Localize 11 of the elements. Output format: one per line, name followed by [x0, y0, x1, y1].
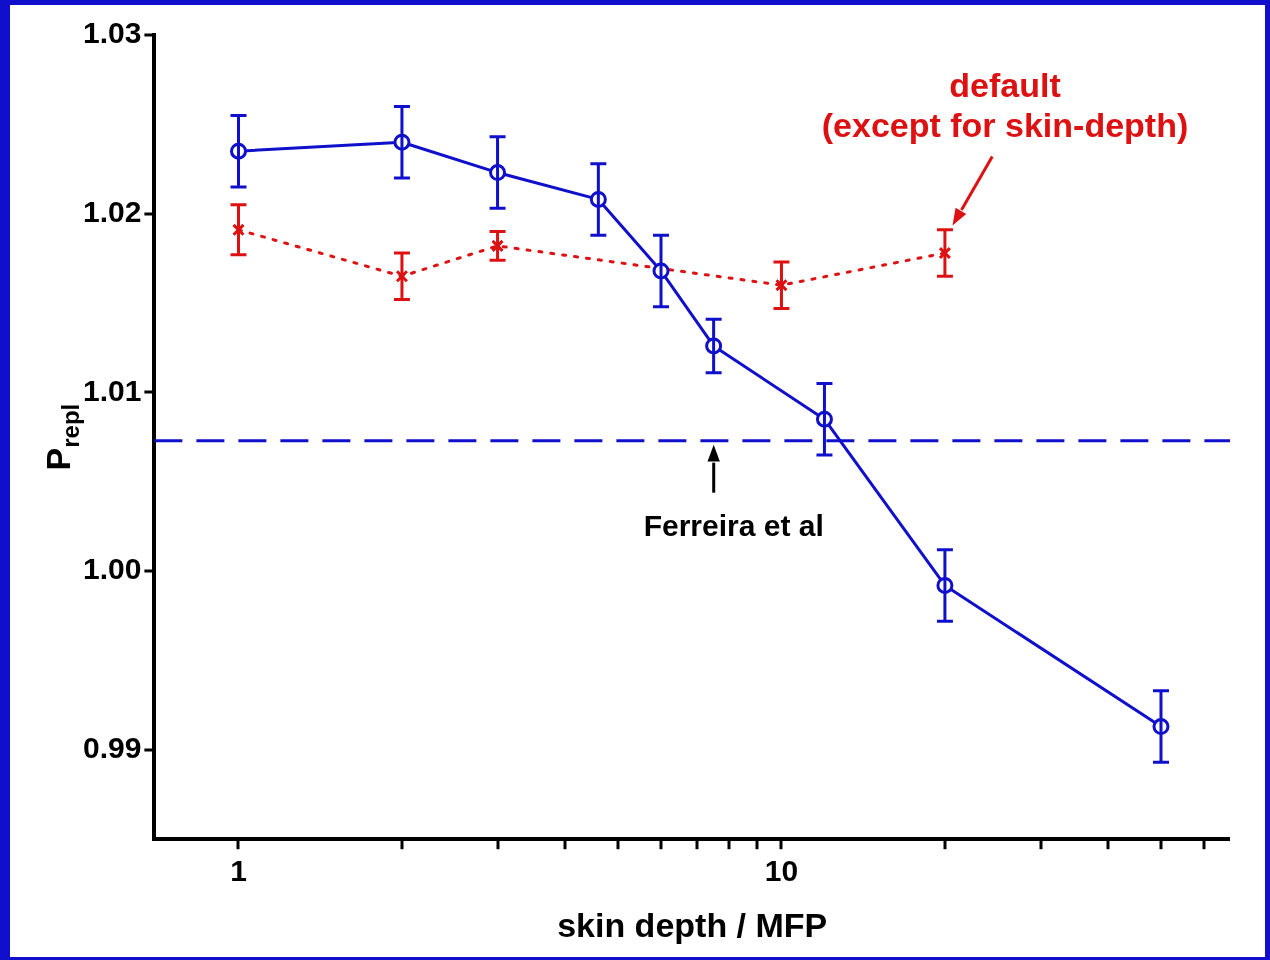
- y-tick-label: 1.00: [83, 552, 142, 586]
- y-tick-label: 1.03: [83, 16, 142, 50]
- y-tick-label: 1.01: [83, 373, 142, 407]
- ref-line-label: Ferreira et al: [643, 508, 824, 542]
- x-axis-title: skin depth / MFP: [557, 905, 828, 944]
- x-tick-label: 10: [764, 854, 799, 888]
- y-tick-label: 0.99: [83, 731, 142, 765]
- y-axis-title: Prepl: [39, 403, 84, 471]
- y-tick-label: 1.02: [83, 194, 142, 228]
- annotation: default (except for skin-depth): [821, 66, 1189, 144]
- x-tick-label: 1: [230, 854, 247, 888]
